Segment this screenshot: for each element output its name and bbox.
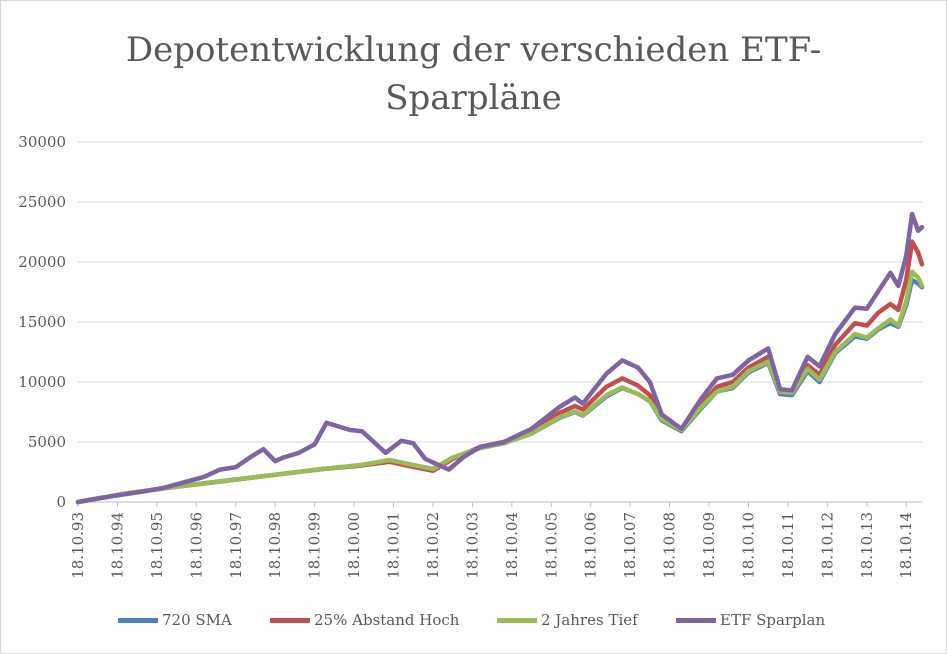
y-tick-label: 30000	[18, 133, 66, 151]
series-line-2	[75, 269, 925, 505]
x-tick-label: 18.10.13	[858, 512, 876, 579]
chart-title: Depotentwicklung der verschieden ETF- Sp…	[0, 26, 947, 122]
x-tick-label: 18.10.10	[739, 512, 757, 579]
legend-item: 720 SMA	[118, 608, 232, 632]
legend-swatch	[676, 617, 716, 623]
x-tick-label: 18.10.04	[503, 512, 521, 579]
x-tick-label: 18.10.03	[463, 512, 481, 579]
y-tick-label: 10000	[18, 373, 66, 391]
x-tick-label: 18.10.99	[306, 512, 324, 579]
legend: 720 SMA 25% Abstand Hoch 2 Jahres Tief ETF …	[0, 608, 947, 632]
y-tick-label: 25000	[18, 193, 66, 211]
series-line-1	[75, 239, 925, 505]
x-tick-label: 18.10.95	[148, 512, 166, 579]
x-tick-label: 18.10.96	[187, 512, 205, 579]
x-tick-label: 18.10.09	[700, 512, 718, 579]
legend-label: 25% Abstand Hoch	[314, 611, 460, 629]
legend-swatch	[118, 617, 158, 623]
y-tick-label: 5000	[28, 433, 66, 451]
x-tick-label: 18.10.11	[779, 512, 797, 579]
x-tick-label: 18.10.12	[818, 512, 836, 579]
x-tick-label: 18.10.05	[542, 512, 560, 579]
x-tick-label: 18.10.93	[69, 512, 87, 579]
x-tick-label: 18.10.06	[582, 512, 600, 579]
legend-label: 720 SMA	[162, 611, 232, 629]
y-tick-label: 15000	[18, 313, 66, 331]
legend-swatch	[497, 617, 537, 623]
legend-label: ETF Sparplan	[720, 611, 826, 629]
y-tick-label: 0	[56, 493, 66, 511]
x-tick-label: 18.10.94	[108, 512, 126, 579]
x-tick-label: 18.10.97	[227, 512, 245, 579]
legend-label: 2 Jahres Tief	[541, 611, 638, 629]
x-tick-label: 18.10.98	[266, 512, 284, 579]
x-tick-label: 18.10.00	[345, 512, 363, 579]
legend-swatch	[270, 617, 310, 623]
chart-title-line-1: Depotentwicklung der verschieden ETF-	[125, 30, 822, 70]
x-tick-label: 18.10.01	[385, 512, 403, 579]
series-line-3	[75, 211, 925, 505]
x-tick-label: 18.10.08	[661, 512, 679, 579]
legend-item: ETF Sparplan	[676, 608, 825, 632]
x-tick-label: 18.10.02	[424, 512, 442, 579]
legend-item: 2 Jahres Tief	[497, 608, 638, 632]
legend-item: 25% Abstand Hoch	[270, 608, 459, 632]
chart-title-line-2: Sparpläne	[385, 78, 562, 118]
y-tick-label: 20000	[18, 253, 66, 271]
x-tick-label: 18.10.07	[621, 512, 639, 579]
x-tick-label: 18.10.14	[897, 512, 915, 579]
